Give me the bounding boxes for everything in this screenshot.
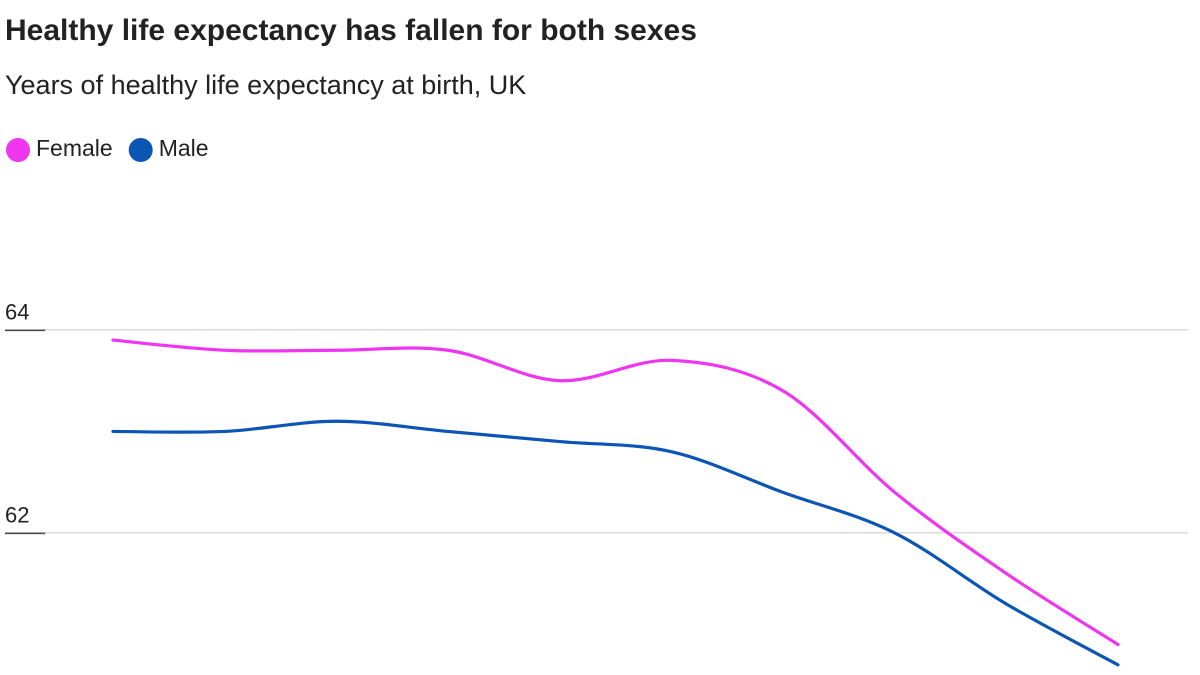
legend: Female Male	[6, 135, 209, 162]
line-series	[111, 419, 1120, 667]
line-series	[111, 338, 1120, 647]
chart-subtitle: Years of healthy life expectancy at birt…	[5, 70, 526, 100]
legend-swatch	[128, 138, 153, 162]
y-tick-label: 64	[5, 300, 29, 325]
chart-title: Healthy life expectancy has fallen for b…	[5, 14, 697, 47]
legend-label: Female	[36, 135, 113, 161]
legend-swatch	[6, 138, 30, 162]
legend-label: Male	[159, 135, 209, 161]
y-tick-label: 62	[5, 503, 29, 528]
